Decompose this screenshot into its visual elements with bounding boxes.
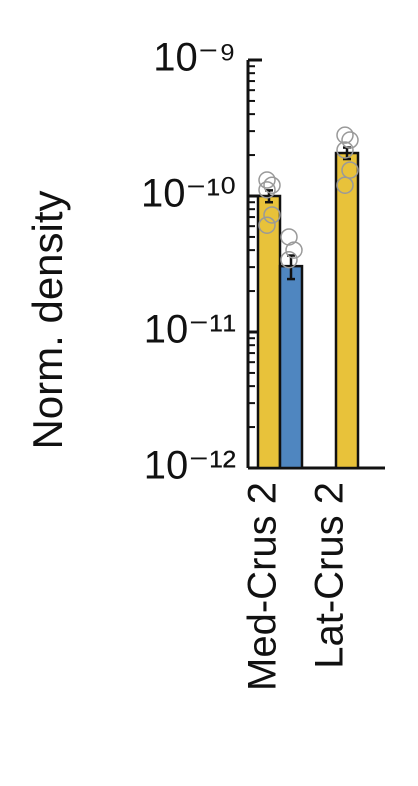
data-point — [280, 228, 298, 246]
bar — [278, 264, 304, 470]
data-point — [258, 171, 276, 189]
data-point — [258, 216, 276, 234]
bar — [256, 194, 282, 470]
data-point — [336, 126, 354, 144]
data-point — [341, 131, 359, 149]
x-tick-label: Lat-Crus 2 — [308, 482, 352, 669]
data-point — [336, 141, 354, 159]
data-point — [285, 241, 303, 259]
y-tick-label: 10⁻¹² — [144, 444, 236, 488]
y-axis-title: Norm. density — [24, 190, 71, 449]
bar — [334, 151, 360, 470]
y-tick-label: 10⁻¹¹ — [144, 308, 236, 352]
y-tick-label: 10⁻¹⁰ — [141, 172, 236, 216]
data-point — [263, 176, 281, 194]
data-point — [336, 176, 354, 194]
data-point — [263, 206, 281, 224]
data-point — [280, 250, 298, 269]
y-tick-label: 10⁻⁹ — [153, 36, 236, 80]
x-tick-label: Med-Crus 2 — [241, 482, 285, 691]
data-point — [258, 181, 276, 199]
